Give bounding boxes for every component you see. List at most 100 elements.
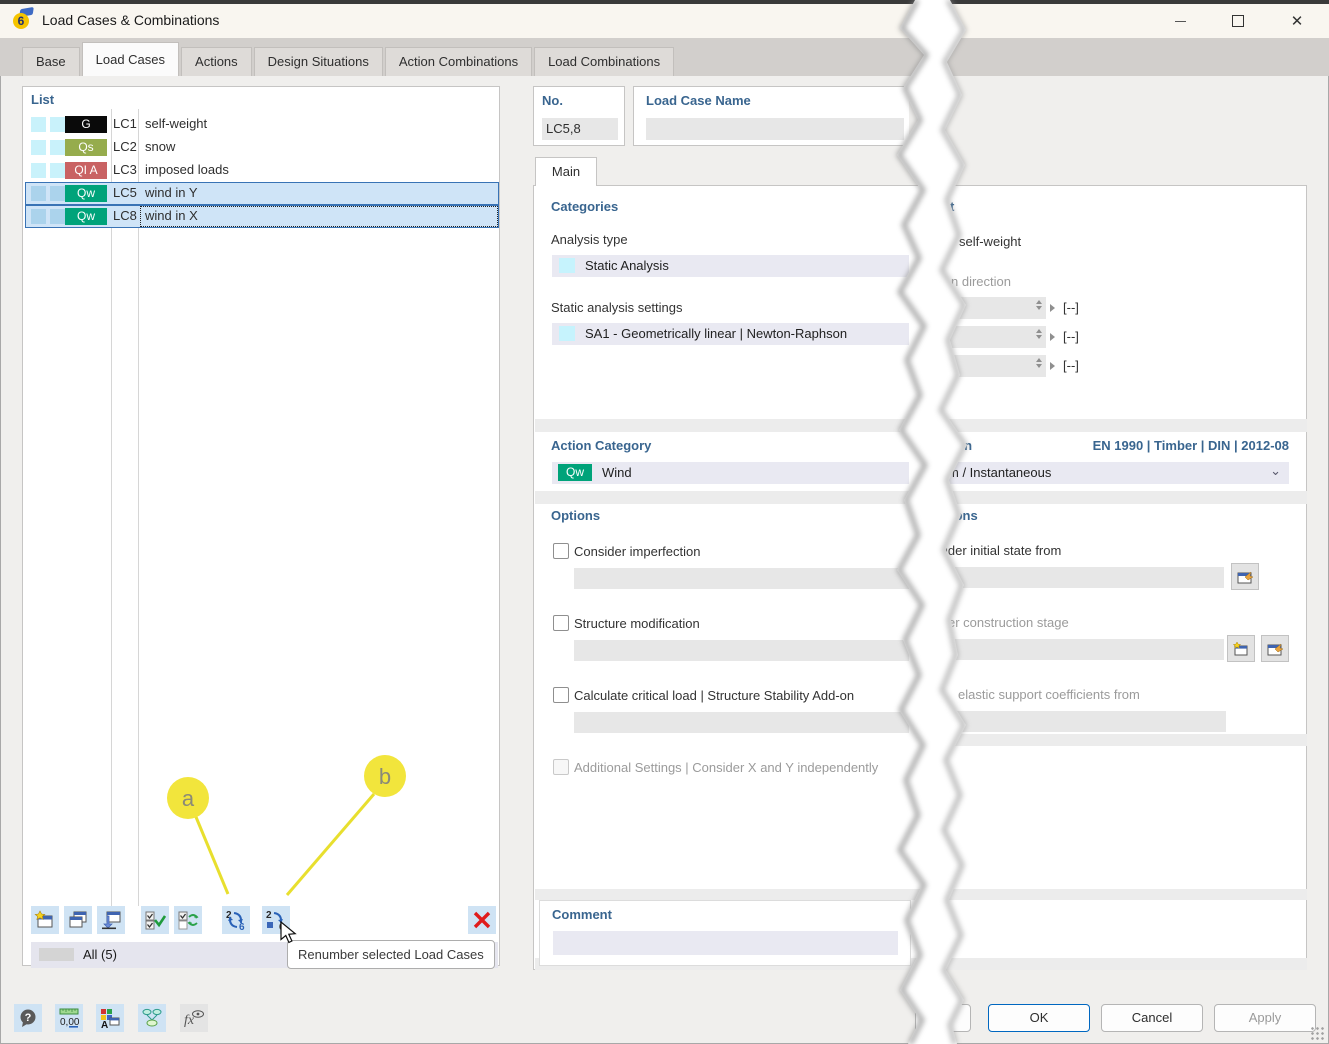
category-badge: Qw	[65, 185, 107, 202]
display-checkbox[interactable]	[50, 117, 65, 132]
tooltip-text: Renumber selected Load Cases	[298, 947, 484, 962]
tab-base[interactable]: Base	[22, 47, 80, 76]
critical-load-label: Calculate critical load | Structure Stab…	[574, 688, 855, 703]
activate-all-button[interactable]	[141, 906, 169, 934]
structure-modification-input	[574, 640, 909, 661]
analysis-type-swatch	[559, 258, 575, 273]
consider-imperfection-checkbox[interactable]	[553, 543, 569, 559]
copy-load-case-button[interactable]	[64, 906, 92, 934]
load-duration-dropdown[interactable]: m / Instantaneous ⌄	[936, 462, 1289, 484]
section-divider	[535, 889, 1307, 900]
tab-actions[interactable]: Actions	[181, 47, 252, 76]
category-badge: Qw	[65, 208, 107, 225]
list-item[interactable]: Qs LC2 snow	[25, 136, 499, 159]
solve-checkbox[interactable]	[31, 209, 46, 224]
maximize-icon	[1232, 15, 1244, 27]
solve-checkbox[interactable]	[31, 140, 46, 155]
initial-state-edit-button[interactable]	[1231, 563, 1259, 590]
insert-load-case-button[interactable]	[97, 906, 125, 934]
solve-checkbox[interactable]	[31, 163, 46, 178]
list-item-selected[interactable]: Qw LC8 wind in X	[25, 205, 499, 228]
help-button[interactable]: ?	[14, 1004, 42, 1032]
consider-imperfection-label: Consider imperfection	[574, 544, 701, 559]
category-badge: Qs	[65, 139, 107, 156]
list-item-selected[interactable]: Qw LC5 wind in Y	[25, 182, 499, 205]
tab-action-combinations[interactable]: Action Combinations	[384, 47, 533, 76]
tab-strip: Base Load Cases Actions Design Situation…	[0, 38, 1329, 76]
display-checkbox[interactable]	[50, 163, 65, 178]
construction-stage-edit-button[interactable]	[1261, 635, 1289, 662]
critical-load-checkbox[interactable]	[553, 687, 569, 703]
action-category-value: Wind	[602, 465, 632, 480]
ok-button[interactable]: OK	[988, 1004, 1090, 1032]
renumber-all-button[interactable]: 2 6	[222, 906, 250, 934]
formula-visibility-button[interactable]: fx	[180, 1004, 208, 1032]
direction-factor-row: [--]	[936, 297, 1106, 319]
tab-load-cases[interactable]: Load Cases	[81, 42, 180, 76]
minimize-icon	[1174, 20, 1186, 22]
analysis-type-row[interactable]: Static Analysis	[552, 255, 909, 277]
title-bar[interactable]: 6 Load Cases & Combinations ✕	[0, 4, 1329, 38]
units-settings-button[interactable]: 0,00	[55, 1004, 83, 1032]
close-button[interactable]: ✕	[1274, 4, 1320, 38]
new-load-case-button[interactable]	[31, 906, 59, 934]
solve-checkbox[interactable]	[31, 117, 46, 132]
svg-text:fx: fx	[184, 1013, 195, 1028]
edit-dialog-icon	[1267, 642, 1284, 655]
display-settings-button[interactable]: A	[96, 1004, 124, 1032]
list-item[interactable]: QI A LC3 imposed loads	[25, 159, 499, 182]
svg-text:0,00: 0,00	[60, 1017, 80, 1028]
load-case-name-input[interactable]	[646, 118, 904, 140]
window-title: Load Cases & Combinations	[42, 12, 220, 28]
copy-windows-icon	[69, 911, 87, 928]
tooltip: Renumber selected Load Cases	[287, 940, 495, 969]
spinner-arrows-icon[interactable]	[1036, 300, 1042, 310]
spinner-arrows-icon[interactable]	[1036, 358, 1042, 368]
expand-arrow-icon[interactable]	[1050, 362, 1055, 370]
display-checkbox[interactable]	[50, 140, 65, 155]
app-logo-icon: 6	[13, 6, 35, 31]
section-divider	[535, 419, 1307, 432]
partial-button[interactable]	[915, 1004, 971, 1032]
sas-swatch	[559, 326, 575, 341]
tab-design-situations[interactable]: Design Situations	[253, 47, 383, 76]
filter-value: All (5)	[83, 947, 117, 962]
tab-load-combinations[interactable]: Load Combinations	[534, 47, 675, 76]
factor-spinner[interactable]	[936, 355, 1046, 377]
load-case-name: wind in Y	[145, 185, 198, 200]
solve-checkbox[interactable]	[31, 186, 46, 201]
factor-spinner[interactable]	[936, 326, 1046, 348]
cancel-button[interactable]: Cancel	[1101, 1004, 1203, 1032]
maximize-button[interactable]	[1215, 4, 1261, 38]
construction-stage-input	[936, 639, 1224, 660]
minimize-button[interactable]	[1157, 4, 1203, 38]
number-input[interactable]: LC5,8	[542, 118, 618, 140]
comment-header: Comment	[552, 907, 612, 922]
check-all-icon	[145, 911, 166, 930]
units-ruler-icon: 0,00	[59, 1008, 80, 1028]
renumber-selected-button[interactable]: 2 6	[262, 906, 290, 934]
model-tree-button[interactable]	[138, 1004, 166, 1032]
svg-text:?: ?	[25, 1012, 32, 1024]
direction-factor-row: [--]	[936, 326, 1106, 348]
static-analysis-settings-row[interactable]: SA1 - Geometrically linear | Newton-Raph…	[552, 323, 909, 345]
list-item[interactable]: G LC1 self-weight	[25, 113, 499, 136]
display-checkbox[interactable]	[50, 186, 65, 201]
tab-main[interactable]: Main	[535, 157, 597, 186]
display-checkbox[interactable]	[50, 209, 65, 224]
expand-arrow-icon[interactable]	[1050, 304, 1055, 312]
factor-spinner[interactable]	[936, 297, 1046, 319]
additional-settings-checkbox[interactable]	[553, 759, 569, 775]
comment-input[interactable]	[553, 931, 898, 955]
invert-activation-button[interactable]	[174, 906, 202, 934]
spinner-arrows-icon[interactable]	[1036, 329, 1042, 339]
resize-grip[interactable]	[1310, 1026, 1324, 1040]
expand-arrow-icon[interactable]	[1050, 333, 1055, 341]
apply-button[interactable]: Apply	[1214, 1004, 1316, 1032]
structure-modification-checkbox[interactable]	[553, 615, 569, 631]
action-category-row[interactable]: Qw Wind	[552, 462, 909, 484]
delete-load-case-button[interactable]	[468, 906, 496, 934]
chevron-down-icon: ⌄	[1270, 463, 1281, 478]
svg-text:A: A	[101, 1020, 108, 1029]
construction-stage-new-button[interactable]	[1227, 635, 1255, 662]
